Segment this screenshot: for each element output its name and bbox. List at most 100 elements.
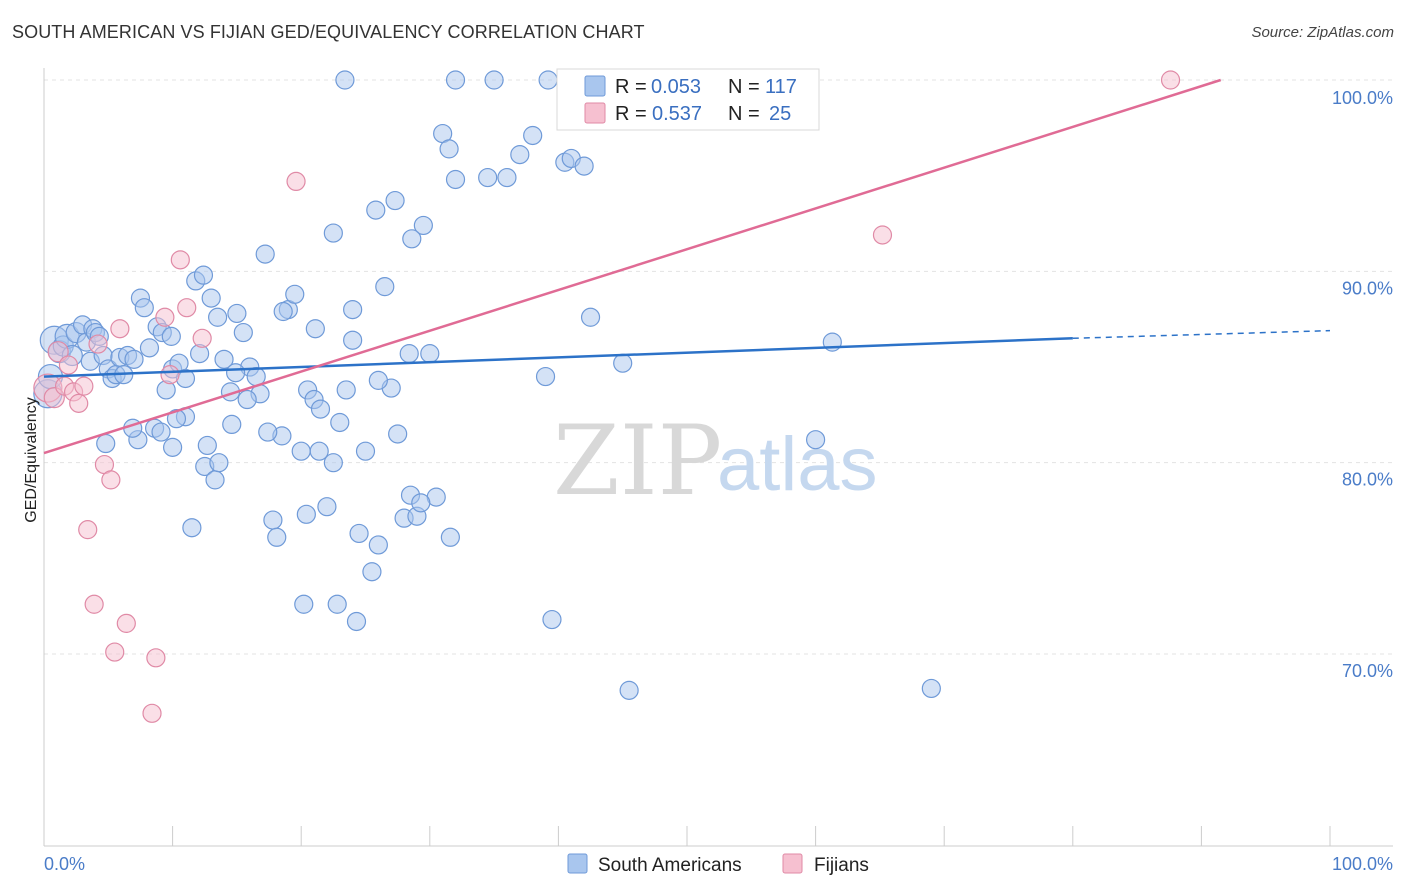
south-american-point — [411, 493, 431, 513]
south-american-point — [227, 303, 247, 324]
trend-line-fijians — [43, 78, 1222, 455]
south-american-point — [484, 70, 504, 90]
south-american-point — [510, 145, 530, 165]
south-american-point — [336, 380, 356, 400]
fijian-point — [88, 334, 108, 354]
chart-title: SOUTH AMERICAN VS FIJIAN GED/EQUIVALENCY… — [12, 22, 645, 42]
south-american-point — [420, 344, 440, 364]
fijian-point — [146, 648, 166, 668]
fijian-point — [872, 225, 893, 245]
south-american-point — [201, 288, 221, 308]
watermark-atlas: atlas — [717, 422, 878, 507]
legend-swatch-pink — [584, 102, 606, 124]
south-american-point — [335, 70, 355, 90]
south-american-point — [323, 453, 343, 473]
y-tick-label: 90.0% — [1342, 278, 1393, 298]
south-american-point — [343, 300, 363, 320]
south-american-point — [385, 190, 405, 211]
south-american-point — [209, 453, 229, 473]
bottom-legend-south-americans: South Americans — [598, 855, 742, 876]
south-american-point — [478, 167, 498, 188]
series-fijians — [33, 70, 1181, 723]
south-american-point — [214, 349, 234, 369]
south-american-point — [580, 307, 601, 327]
fijian-point — [192, 328, 212, 348]
fijian-point — [286, 171, 306, 192]
legend-n-value-pink: 25 — [769, 103, 791, 125]
south-american-point — [139, 338, 160, 358]
fijian-point — [47, 341, 69, 363]
south-american-point — [402, 229, 422, 249]
trend-line-south-americans — [43, 337, 1073, 378]
fijian-point — [69, 393, 89, 413]
legend-n-label-blue: N = — [728, 76, 760, 98]
south-american-point — [237, 389, 257, 410]
south-american-point — [399, 344, 419, 364]
south-american-point — [285, 284, 305, 304]
south-american-point — [323, 223, 343, 243]
fijian-point — [78, 520, 98, 540]
south-american-point — [613, 353, 633, 373]
south-american-point — [255, 244, 275, 264]
series-south-americans — [33, 70, 941, 700]
y-tick-label: 70.0% — [1342, 661, 1393, 681]
y-tick-label: 100.0% — [1332, 88, 1393, 108]
trend-line-south-americans-extension — [1072, 329, 1331, 340]
south-american-point — [193, 265, 214, 285]
south-american-point — [805, 430, 826, 450]
south-american-point — [197, 435, 217, 456]
legend: R = 0.053 N = 117 R = 0.537 N = 25 — [556, 68, 820, 131]
bottom-legend: South Americans Fijians — [567, 853, 869, 876]
legend-r-label-blue: R = — [615, 76, 647, 98]
south-american-point — [574, 156, 594, 176]
south-american-point — [330, 412, 350, 433]
tick-labels: 70.0% 80.0% 90.0% 100.0% 0.0% 100.0% — [44, 88, 1393, 874]
legend-r-value-pink: 0.537 — [652, 103, 702, 125]
south-american-point — [182, 518, 202, 538]
legend-swatch-blue — [584, 75, 606, 97]
south-american-point — [439, 139, 459, 159]
south-american-point — [445, 70, 466, 90]
south-american-point — [368, 535, 388, 555]
south-american-point — [542, 609, 562, 630]
south-american-point — [296, 504, 316, 524]
south-american-point — [327, 594, 347, 614]
fijian-point — [74, 376, 94, 396]
watermark-zip: ZIP — [553, 405, 722, 517]
fijian-point — [160, 365, 180, 385]
fijian-point — [1160, 70, 1181, 90]
south-american-point — [309, 441, 329, 461]
south-american-point — [134, 298, 154, 318]
south-american-point — [291, 441, 311, 461]
south-american-point — [538, 70, 558, 90]
south-american-point — [205, 470, 225, 490]
south-american-point — [366, 200, 386, 220]
south-american-point — [151, 422, 171, 442]
fijian-point — [170, 250, 190, 270]
fijian-point — [177, 298, 197, 318]
fijian-point — [142, 703, 162, 723]
fijian-point — [105, 642, 125, 662]
x-tick-label-max: 100.0% — [1332, 854, 1393, 874]
y-tick-label: 80.0% — [1342, 470, 1393, 490]
south-american-point — [310, 399, 331, 419]
legend-n-label-pink: N = — [728, 103, 760, 125]
south-american-point — [161, 326, 181, 346]
trend-lines — [43, 78, 1331, 455]
fijian-point — [110, 319, 130, 339]
south-american-point — [226, 363, 246, 383]
south-american-point — [273, 301, 293, 322]
south-american-point — [346, 611, 367, 632]
south-american-point — [497, 167, 517, 188]
x-tick-label-min: 0.0% — [44, 854, 85, 874]
fijian-point — [58, 355, 79, 375]
bottom-legend-swatch-south-americans — [567, 853, 588, 874]
south-american-point — [163, 437, 183, 457]
south-american-point — [267, 527, 287, 547]
south-american-point — [263, 510, 283, 530]
south-american-point — [96, 433, 116, 454]
south-american-point — [294, 594, 314, 614]
south-american-point — [445, 169, 466, 190]
south-american-point — [440, 527, 460, 547]
south-american-point — [375, 277, 395, 297]
